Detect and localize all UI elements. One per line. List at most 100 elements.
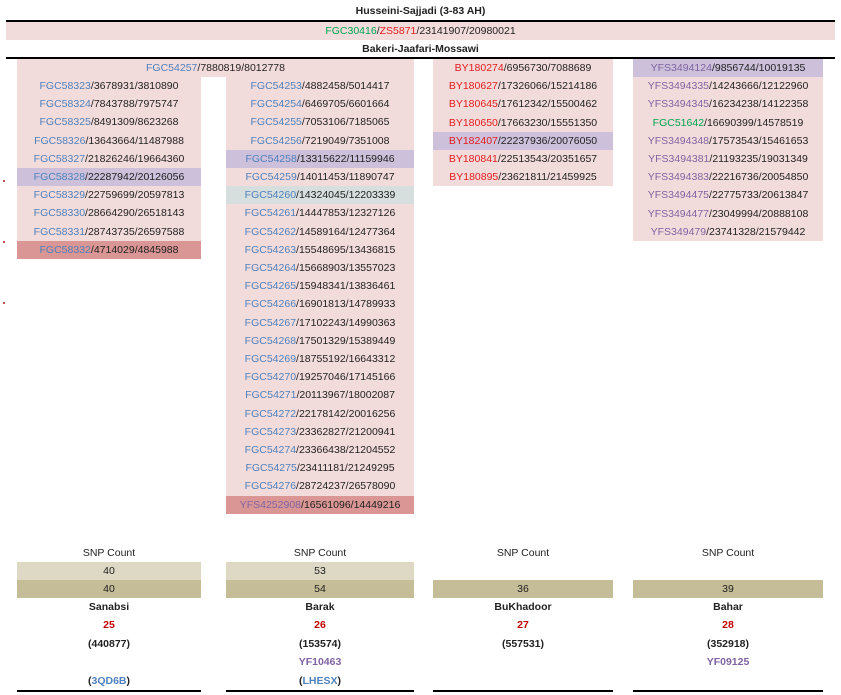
snp-name: YFS3494335 [647,80,710,93]
snp-position: 22287942/20126056 [87,171,185,183]
snp-name: FGC54256 [250,134,302,147]
snp-position: 17612342/15500462 [500,98,598,111]
snp-name: FGC58328 [33,171,86,183]
snp-row: YFS3494477/23049994/20888108 [633,204,823,223]
snp-name: YFS3494381 [648,153,710,165]
snp-name: FGC54271 [245,389,297,402]
snp-position: 14011453/11890747 [299,171,395,183]
snp-count-total: 36 [433,580,613,598]
snp-name: BY180627 [448,80,498,93]
snp-name: FGC54269 [244,353,297,365]
snp-position: 18755192/16643312 [298,353,396,365]
snp-row: FGC58330/28664290/26518143 [17,204,201,223]
lineage-number: 26 [314,619,326,631]
snp-row: FGC58328/22287942/20126056 [17,168,201,187]
snp-row: BY180650/17663230/15551350 [433,113,613,132]
snp-position: 4882458/5014417 [304,80,390,92]
snp-position: 4714029/4845988 [93,243,179,256]
snp-name: BY182407 [448,134,498,147]
snp-position: 21826246/19664360 [87,152,185,165]
snp-position: 23366438/21204552 [298,444,396,456]
snp-position: 23362827/21200941 [298,425,396,438]
snp-count-label: SNP Count [701,547,755,559]
lineage-sub-snp: YF10463 [298,656,342,668]
snp-name: FGC54276 [244,480,297,493]
snp-position: 19257046/17145166 [298,371,396,384]
snp-row: BY180841/22513543/20351657 [433,150,613,169]
snp-count-value: 40 [17,562,201,580]
snp-row: FGC54268/17501329/15389449 [226,331,414,350]
snp-name: FGC54259 [245,171,297,183]
lineage-name: BuKhadoor [494,601,552,613]
snp-name: FGC54255 [250,116,302,129]
snp-row: FGC58331/28743735/26597588 [17,222,201,241]
snp-row: YFS3494335/14243666/12122960 [633,77,823,96]
snp-position: 14447853/12327126 [298,207,396,220]
snp-name: FGC58331 [33,225,86,238]
lineage-id-suffix: ) [337,675,342,687]
column-bottom-line [226,690,414,692]
lineage-id-code: 3QD6B [91,675,127,687]
snp-position: 22178142/20016256 [298,407,396,420]
snp-row: YFS3494124/9856744/10019135 [633,59,823,78]
snp-row: FGC54254/6469705/6601664 [226,95,414,114]
snp-row: FGC54258/13315622/11159946 [226,149,414,168]
snp-count-label: SNP Count [293,547,347,559]
margin-mark [3,302,5,304]
snp-name: BY180841 [448,153,498,165]
snp-position: 17573543/15461653 [711,134,809,147]
root-position: 23141907/20980021 [419,25,516,37]
snp-row: YFS3494381/21193235/19031349 [633,150,823,169]
column-bottom-line [433,690,613,692]
snp-position: 16561096/14449216 [303,498,401,511]
snp-name: FGC54267 [244,316,297,329]
snp-name: BY180895 [449,171,499,184]
lineage-code: (352918) [706,638,750,650]
snp-position: 16234238/14122358 [711,98,809,111]
root-snp-row: FGC30416/ZS5871/23141907/20980021 [6,22,835,40]
snp-row: YFS3494348/17573543/15461653 [633,131,823,150]
snp-count-total: 39 [633,580,823,598]
snp-row: FGC54269/18755192/16643312 [226,350,414,369]
snp-name: FGC54270 [244,371,297,384]
snp-position: 14243666/12122960 [711,80,809,93]
snp-row: FGC54255/7053106/7185065 [226,113,414,132]
lineage-number: 28 [722,619,734,631]
snp-row: BY180895/23621811/21459925 [433,168,613,187]
lineage-id-code: LHESX [302,675,338,687]
snp-name: YFS3494345 [647,98,710,111]
snp-name: FGC54254 [250,98,302,111]
snp-name: FGC54268 [244,334,297,347]
snp-position: 22513543/20351657 [500,153,598,165]
snp-name: FGC54274 [244,444,297,456]
snp-row: FGC54265/15948341/13836461 [226,277,414,296]
snp-count-label: SNP Count [82,547,136,559]
branch-snp: FGC54257 [146,62,198,74]
snp-row: YFS3494383/22216736/20054850 [633,168,823,187]
snp-row: FGC51642/16690399/14578519 [633,113,823,132]
snp-position: 16690399/14578519 [706,116,804,129]
snp-name: FGC54266 [244,298,297,311]
snp-position: 23411181/21249295 [299,462,395,475]
snp-name: FGC54262 [244,225,297,238]
lineage-name: Sanabsi [88,601,130,613]
lineage-id-prefix: ( [298,675,303,687]
snp-position: 28724237/26578090 [298,480,396,493]
branch-title: Bakeri-Jaafari-Mossawi [362,43,479,55]
snp-position: 13315622/11159946 [299,152,395,165]
snp-name: FGC54253 [250,80,302,92]
snp-name: FGC54258 [245,152,297,165]
snp-count-total: 40 [17,580,201,598]
snp-row: YFS3494475/22775733/20613847 [633,186,823,205]
root-alt-snp: ZS5871 [379,25,417,37]
lineage-number: 25 [103,619,115,631]
snp-name: FGC54264 [244,262,297,274]
snp-row: FGC54270/19257046/17145166 [226,368,414,387]
divider [6,20,835,22]
snp-row: FGC58327/21826246/19664360 [17,149,201,168]
snp-name: FGC58323 [39,80,91,92]
lineage-code: (440877) [87,638,131,650]
snp-position: 17326066/15214186 [500,80,598,93]
snp-name: FGC58324 [39,98,91,111]
snp-position: 15548695/13436815 [298,243,396,256]
